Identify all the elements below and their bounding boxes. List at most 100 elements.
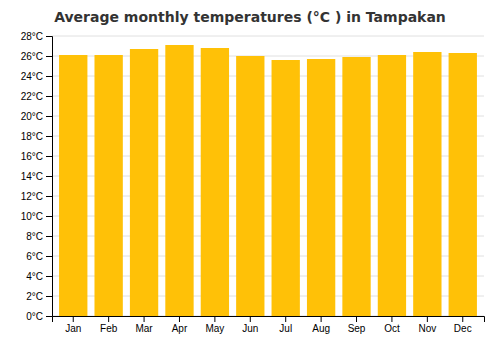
tick-label: Apr: [172, 323, 188, 334]
y-tick: 14°C: [21, 171, 52, 182]
tick-mark: [250, 316, 251, 322]
x-tick: Apr: [172, 316, 188, 334]
tick-label: 18°C: [21, 131, 43, 142]
tick-label: 4°C: [26, 271, 43, 282]
y-tick: 28°C: [21, 31, 52, 42]
tick-mark: [73, 316, 74, 322]
x-tick: Jul: [279, 316, 292, 334]
tick-mark: [391, 316, 392, 322]
y-tick: 10°C: [21, 211, 52, 222]
bar: [59, 55, 87, 316]
tick-label: Nov: [418, 323, 436, 334]
tick-label: Jan: [65, 323, 81, 334]
y-tick: 8°C: [26, 231, 52, 242]
tick-label: 14°C: [21, 171, 43, 182]
bar: [94, 55, 122, 316]
x-tick: Sep: [348, 316, 366, 334]
tick-mark: [108, 316, 109, 322]
tick-label: Jun: [242, 323, 258, 334]
tick-mark: [46, 116, 52, 117]
bar: [413, 52, 441, 316]
tick-mark: [144, 316, 145, 322]
bar: [378, 55, 406, 316]
tick-mark: [46, 56, 52, 57]
y-tick: 22°C: [21, 91, 52, 102]
bar: [201, 48, 229, 316]
bar: [307, 59, 335, 316]
y-tick: 2°C: [26, 291, 52, 302]
tick-label: Dec: [454, 323, 472, 334]
x-tick: Dec: [454, 316, 472, 334]
tick-mark: [214, 316, 215, 322]
grid: [52, 36, 484, 316]
x-tick: Jan: [65, 316, 81, 334]
tick-mark: [46, 276, 52, 277]
tick-mark: [46, 196, 52, 197]
y-axis: 0°C 2°C 4°C 6°C 8°C 10°C 12°C 14°C 16°C 18°C 20°C 2…: [21, 31, 53, 322]
y-tick: 16°C: [21, 151, 52, 162]
tick-label: 16°C: [21, 151, 43, 162]
axis-line: [46, 37, 53, 317]
tick-label: 6°C: [26, 251, 43, 262]
tick-label: May: [205, 323, 224, 334]
tick-label: 28°C: [21, 31, 43, 42]
tick-label: 26°C: [21, 51, 43, 62]
tick-label: Feb: [100, 323, 118, 334]
y-tick: 26°C: [21, 51, 52, 62]
bar: [130, 49, 158, 316]
tick-mark: [46, 96, 52, 97]
bar: [449, 53, 477, 316]
chart-container: Average monthly temperatures (°C ) in Ta…: [0, 0, 500, 350]
x-tick: Aug: [312, 316, 330, 334]
y-tick: 6°C: [26, 251, 52, 262]
bars: [59, 45, 477, 316]
x-tick: Nov: [418, 316, 436, 334]
tick-mark: [356, 316, 357, 322]
tick-mark: [46, 156, 52, 157]
tick-label: 22°C: [21, 91, 43, 102]
tick-mark: [46, 256, 52, 257]
tick-label: Oct: [384, 323, 400, 334]
plot: 0°C 2°C 4°C 6°C 8°C 10°C 12°C 14°C 16°C 18°C 20°C 2…: [21, 31, 485, 334]
y-tick: 18°C: [21, 131, 52, 142]
tick-mark: [46, 216, 52, 217]
tick-mark: [462, 316, 463, 322]
x-tick: Jun: [242, 316, 258, 334]
tick-label: 10°C: [21, 211, 43, 222]
tick-mark: [46, 236, 52, 237]
tick-label: Aug: [312, 323, 330, 334]
x-axis: Jan Feb Mar Apr May Jun Jul Aug Sep Oct Nov Dec: [53, 316, 485, 334]
tick-mark: [46, 176, 52, 177]
tick-label: 0°C: [26, 311, 43, 322]
tick-mark: [46, 136, 52, 137]
bar: [272, 60, 300, 316]
tick-label: 12°C: [21, 191, 43, 202]
x-tick: May: [205, 316, 224, 334]
title: Average monthly temperatures (°C ) in Ta…: [54, 9, 446, 25]
y-tick: 24°C: [21, 71, 52, 82]
tick-mark: [321, 316, 322, 322]
bar: [236, 56, 264, 316]
x-tick: Oct: [384, 316, 400, 334]
y-tick: 4°C: [26, 271, 52, 282]
y-tick: 12°C: [21, 191, 52, 202]
tick-mark: [285, 316, 286, 322]
axis-line: [53, 317, 485, 323]
tick-mark: [179, 316, 180, 322]
tick-label: Mar: [135, 323, 153, 334]
bar: [342, 57, 370, 316]
tick-label: 24°C: [21, 71, 43, 82]
y-tick: 20°C: [21, 111, 52, 122]
chart: Average monthly temperatures (°C ) in Ta…: [0, 0, 500, 350]
tick-mark: [46, 316, 52, 317]
tick-label: Jul: [279, 323, 292, 334]
y-tick: 0°C: [26, 311, 52, 322]
bar: [165, 45, 193, 316]
tick-mark: [46, 296, 52, 297]
tick-label: 8°C: [26, 231, 43, 242]
tick-mark: [427, 316, 428, 322]
tick-label: Sep: [348, 323, 366, 334]
x-tick: Feb: [100, 316, 118, 334]
tick-mark: [46, 36, 52, 37]
x-tick: Mar: [135, 316, 153, 334]
